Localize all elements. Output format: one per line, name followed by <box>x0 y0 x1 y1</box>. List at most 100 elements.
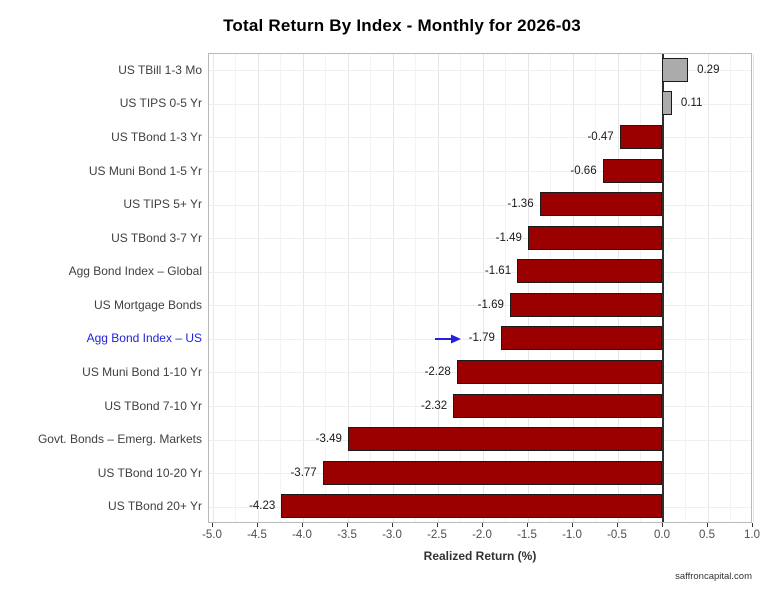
gridline-vertical <box>392 54 394 522</box>
gridline-vertical <box>617 54 619 522</box>
gridline-vertical <box>235 54 236 522</box>
x-tick-mark <box>346 523 348 527</box>
x-tick-mark <box>256 523 258 527</box>
x-tick-mark <box>391 523 393 527</box>
category-label: Agg Bond Index – US <box>86 331 202 346</box>
x-tick-label: -2.5 <box>427 529 447 541</box>
bar-value-label: -2.32 <box>420 399 448 412</box>
x-tick-label: -5.0 <box>202 529 222 541</box>
x-tick-label: -1.5 <box>517 529 537 541</box>
gridline-vertical <box>505 54 506 522</box>
chart-title: Total Return By Index - Monthly for 2026… <box>223 16 581 35</box>
gridline-vertical <box>482 54 484 522</box>
bar <box>453 393 662 418</box>
x-tick-label: 0.5 <box>699 529 715 541</box>
x-tick-mark <box>481 523 483 527</box>
bar-value-label: -1.79 <box>468 332 495 345</box>
gridline-vertical <box>527 54 529 522</box>
bar <box>500 326 662 351</box>
x-axis-title: Realized Return (%) <box>423 549 537 563</box>
x-tick-label: 0.0 <box>654 529 670 541</box>
category-label: US TBond 20+ Yr <box>108 499 202 514</box>
bar <box>662 57 689 82</box>
x-tick-mark <box>301 523 303 527</box>
gridline-vertical <box>325 54 326 522</box>
category-label: US TBond 10-20 Yr <box>97 465 202 480</box>
bar-value-label: -4.23 <box>249 500 276 513</box>
gridline-vertical <box>437 54 439 522</box>
gridline-horizontal <box>209 305 751 307</box>
gridline-horizontal <box>209 137 751 139</box>
gridline-vertical <box>370 54 371 522</box>
category-label: US TBond 1-3 Yr <box>111 129 202 144</box>
category-label: US TIPS 0-5 Yr <box>119 96 202 111</box>
bar <box>281 494 662 519</box>
x-tick-mark <box>571 523 573 527</box>
bar <box>539 192 662 217</box>
bar <box>509 292 662 317</box>
gridline-vertical <box>685 54 686 522</box>
bar-value-label: 0.29 <box>697 63 720 76</box>
gridline-vertical <box>280 54 281 522</box>
bar <box>527 225 662 250</box>
bar-value-label: -1.36 <box>507 198 534 211</box>
gridline-vertical <box>707 54 709 522</box>
category-label: US TBond 7-10 Yr <box>104 398 202 413</box>
x-tick-mark <box>211 523 213 527</box>
bar <box>456 359 662 384</box>
gridline-vertical <box>595 54 596 522</box>
zero-line <box>662 54 664 522</box>
bar-value-label: -3.49 <box>315 433 342 446</box>
bar-value-label: -0.47 <box>587 130 614 143</box>
bar-value-label: -1.69 <box>477 298 504 311</box>
x-tick-label: -3.0 <box>382 529 402 541</box>
gridline-vertical <box>302 54 304 522</box>
gridline-vertical <box>572 54 574 522</box>
gridline-horizontal <box>209 238 751 240</box>
gridline-horizontal <box>209 171 751 172</box>
x-tick-mark <box>436 523 438 527</box>
bar-value-label: -0.66 <box>570 164 597 177</box>
gridline-vertical <box>752 54 754 522</box>
category-label: Agg Bond Index – Global <box>68 264 202 279</box>
x-tick-label: -3.5 <box>337 529 357 541</box>
x-tick-label: -0.5 <box>607 529 627 541</box>
bar-value-label: -3.77 <box>290 466 317 479</box>
category-label: US TBond 3-7 Yr <box>111 230 202 245</box>
bar-value-label: -1.61 <box>484 265 512 278</box>
bar <box>619 124 662 149</box>
highlight-arrow-icon <box>434 332 461 344</box>
x-tick-mark <box>706 523 708 527</box>
plot-area <box>208 53 754 523</box>
gridline-vertical <box>415 54 416 522</box>
gridline-horizontal <box>209 103 751 105</box>
gridline-horizontal <box>209 338 751 340</box>
bar <box>322 460 662 485</box>
category-label: US Mortgage Bonds <box>93 297 202 312</box>
category-label: US TBill 1-3 Mo <box>118 62 202 77</box>
bar <box>517 259 662 284</box>
gridline-vertical <box>550 54 551 522</box>
gridline-horizontal <box>209 204 751 206</box>
x-tick-label: -2.0 <box>472 529 492 541</box>
x-tick-label: 1.0 <box>744 529 760 541</box>
x-tick-label: -1.0 <box>562 529 582 541</box>
gridline-horizontal <box>209 70 751 72</box>
x-tick-mark <box>751 523 753 527</box>
bar <box>602 158 662 183</box>
category-label: US Muni Bond 1-10 Yr <box>82 364 202 379</box>
category-label: US TIPS 5+ Yr <box>123 197 202 212</box>
x-tick-label: -4.0 <box>292 529 312 541</box>
gridline-vertical <box>460 54 461 522</box>
x-tick-label: -4.5 <box>247 529 267 541</box>
x-tick-mark <box>661 523 663 527</box>
bar-value-label: -2.28 <box>424 365 451 378</box>
category-label: Govt. Bonds – Emerg. Markets <box>37 432 202 447</box>
gridline-vertical <box>730 54 731 522</box>
bar <box>347 427 662 452</box>
gridline-vertical <box>640 54 641 522</box>
watermark: saffroncapital.com <box>675 571 752 582</box>
gridline-vertical <box>212 54 214 522</box>
bar <box>662 91 672 116</box>
